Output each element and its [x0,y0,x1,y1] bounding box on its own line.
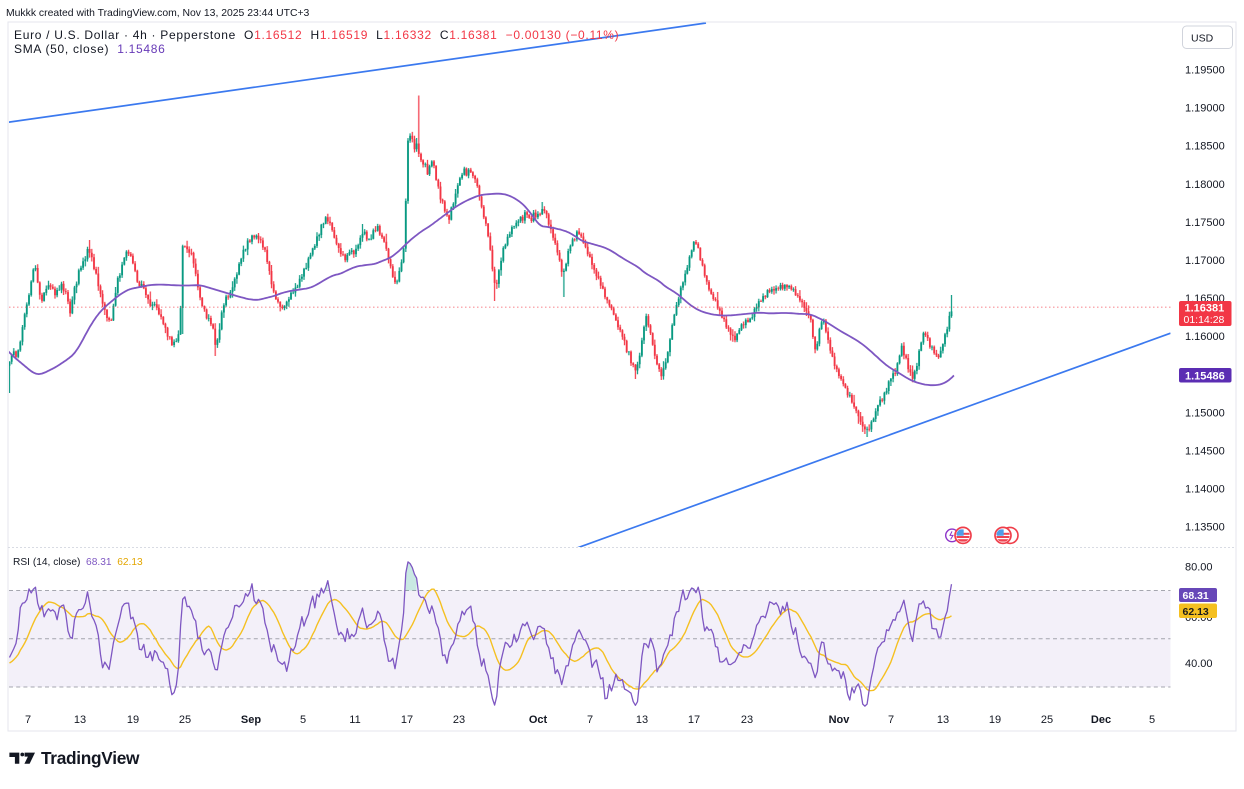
svg-text:1.17000: 1.17000 [1185,255,1225,267]
svg-text:TradingView: TradingView [41,748,140,768]
svg-text:USD: USD [1191,33,1214,45]
svg-text:Sep: Sep [241,714,261,726]
svg-text:5: 5 [1149,714,1155,726]
svg-text:1.18500: 1.18500 [1185,141,1225,153]
svg-text:SMA (50, close) 1.15486: SMA (50, close) 1.15486 [14,42,166,56]
svg-text:1.19500: 1.19500 [1185,65,1225,77]
svg-text:1.17500: 1.17500 [1185,217,1225,229]
svg-text:Euro / U.S. Dollar · 4h · Pepp: Euro / U.S. Dollar · 4h · Pepperstone O1… [14,28,619,42]
svg-text:1.14500: 1.14500 [1185,446,1225,458]
svg-text:1.16000: 1.16000 [1185,331,1225,343]
svg-text:13: 13 [74,714,86,726]
svg-text:23: 23 [741,714,753,726]
svg-text:Dec: Dec [1091,714,1111,726]
svg-text:25: 25 [179,714,191,726]
svg-text:5: 5 [300,714,306,726]
svg-text:23: 23 [453,714,465,726]
svg-text:Nov: Nov [829,714,851,726]
svg-text:1.15000: 1.15000 [1185,407,1225,419]
svg-text:13: 13 [937,714,949,726]
svg-text:68.31: 68.31 [1183,590,1209,602]
svg-text:25: 25 [1041,714,1053,726]
svg-text:62.13: 62.13 [1183,606,1209,618]
svg-text:11: 11 [349,714,360,726]
svg-text:Oct: Oct [529,714,548,726]
svg-text:40.00: 40.00 [1185,658,1213,670]
svg-text:17: 17 [401,714,413,726]
svg-text:17: 17 [688,714,700,726]
svg-text:19: 19 [989,714,1001,726]
svg-text:Mukkk created with TradingView: Mukkk created with TradingView.com, Nov … [6,8,310,19]
svg-text:1.18000: 1.18000 [1185,179,1225,191]
svg-text:RSI (14, close) 68.31 62.13: RSI (14, close) 68.31 62.13 [13,557,143,568]
svg-text:1.13500: 1.13500 [1185,522,1225,534]
svg-text:1.16381: 1.16381 [1185,303,1225,315]
svg-text:7: 7 [25,714,31,726]
svg-text:01:14:28: 01:14:28 [1184,314,1225,326]
svg-text:1.15486: 1.15486 [1185,371,1225,383]
svg-text:1.19000: 1.19000 [1185,103,1225,115]
svg-text:1.14000: 1.14000 [1185,484,1225,496]
svg-text:7: 7 [888,714,894,726]
svg-text:7: 7 [587,714,593,726]
svg-text:13: 13 [636,714,648,726]
svg-text:80.00: 80.00 [1185,562,1213,574]
svg-text:19: 19 [127,714,139,726]
